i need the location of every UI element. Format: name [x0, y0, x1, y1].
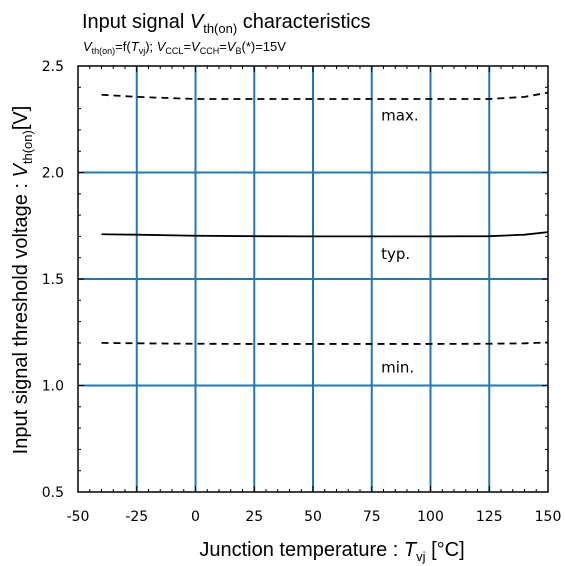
- x-tick-label: -25: [125, 509, 148, 525]
- y-tick-label: 1.5: [42, 272, 64, 288]
- x-tick-label: 0: [191, 509, 200, 525]
- y-axis-label: Input signal threshold voltage : Vth(on)…: [10, 106, 35, 455]
- x-tick-label: 150: [535, 509, 562, 525]
- curve-annotation: typ.: [381, 245, 410, 263]
- x-tick-label: 125: [476, 509, 503, 525]
- x-tick-labels: -50 -25 0 25 50 75 100 125 150: [67, 509, 562, 525]
- chart-subtitle: Vth(on)=f(Tvj); VCCL=VCCH=VB(*)=15V: [83, 39, 286, 56]
- series-lines: [101, 91, 549, 345]
- series-min-line: [101, 341, 549, 345]
- x-tick-label: 100: [417, 509, 444, 525]
- x-tick-label: 25: [245, 509, 263, 525]
- curve-annotation: min.: [381, 359, 414, 377]
- plot-frame: [77, 65, 549, 493]
- chart-title: Input signal Vth(on) characteristics: [82, 11, 371, 36]
- grid-lines: [78, 66, 548, 492]
- x-tick-label: 50: [304, 509, 322, 525]
- curve-annotations: max. typ. min.: [381, 106, 418, 376]
- y-tick-labels: 0.5 1.0 1.5 2.0 2.5: [42, 59, 64, 501]
- x-tick-label: -50: [67, 509, 90, 525]
- series-max-line: [101, 91, 549, 100]
- y-tick-label: 2.5: [42, 59, 64, 75]
- curve-annotation: max.: [381, 106, 418, 124]
- y-tick-label: 0.5: [42, 485, 64, 501]
- x-tick-label: 75: [363, 509, 381, 525]
- x-axis-label: Junction temperature : Tvj [°C]: [199, 539, 464, 564]
- y-tick-label: 2.0: [42, 166, 64, 182]
- y-tick-label: 1.0: [42, 379, 64, 395]
- series-typ-line: [101, 231, 549, 238]
